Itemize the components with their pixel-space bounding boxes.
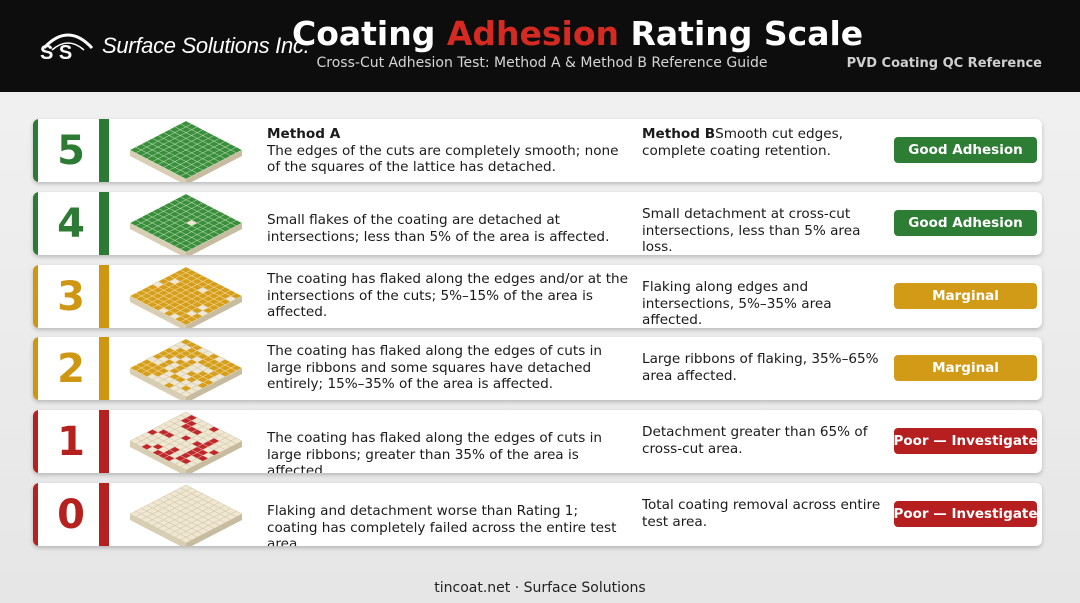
- brand-name: Surface Solutions Inc.: [102, 33, 310, 58]
- lattice-square: [179, 245, 193, 253]
- adhesion-status-badge: Marginal: [894, 283, 1037, 309]
- method-a-text: The edges of the cuts are completely smo…: [267, 142, 619, 176]
- method-a-text: Flaking and detachment worse than Rating…: [267, 503, 617, 546]
- method-b-description: Detachment greater than 65% of cross-cut…: [642, 424, 887, 457]
- method-b-label: Method B: [642, 126, 716, 142]
- rating-accent-bar: [33, 410, 38, 473]
- rating-divider: [99, 483, 109, 546]
- footer: tincoat.net · Surface Solutions: [434, 580, 646, 596]
- method-b-description: Method BSmooth cut edges, complete coati…: [642, 126, 887, 159]
- rating-row: 1 The coating has flaked along the edges …: [33, 410, 1042, 473]
- cross-cut-lattice-icon: [129, 120, 243, 182]
- adhesion-status-badge: Good Adhesion: [894, 137, 1037, 163]
- method-a-description: Flaking and detachment worse than Rating…: [267, 503, 632, 546]
- rating-row: 0 Flaking and detachment worse than Ratin…: [33, 483, 1042, 546]
- method-a-text: Small flakes of the coating are detached…: [267, 212, 610, 245]
- method-a-description: The coating has flaked along the edges o…: [267, 430, 632, 473]
- rating-row: 3 The coating has flaked along the edges …: [33, 265, 1042, 328]
- method-b-text: Smooth cut edges, complete coating reten…: [642, 126, 843, 159]
- rating-number: 0: [57, 491, 85, 538]
- adhesion-status-badge: Poor — Investigate: [893, 428, 1038, 454]
- rating-number: 2: [57, 345, 85, 392]
- method-a-text: The coating has flaked along the edges o…: [267, 343, 602, 392]
- method-b-text: Large ribbons of flaking, 35%–65% area a…: [642, 351, 879, 384]
- cross-cut-lattice-icon: [129, 266, 243, 328]
- brand-logo: S S Surface Solutions Inc.: [38, 24, 310, 68]
- cross-cut-lattice-icon: [129, 193, 243, 255]
- lattice-square: [179, 172, 193, 180]
- header-banner: S S Surface Solutions Inc. Coating Adhes…: [0, 0, 1080, 92]
- method-a-description: Small flakes of the coating are detached…: [267, 212, 632, 245]
- rating-accent-bar: [33, 119, 38, 182]
- method-a-label: Method A: [267, 126, 341, 142]
- cross-cut-lattice-icon: [129, 338, 243, 400]
- rating-row: 2 The coating has flaked along the edges …: [33, 337, 1042, 400]
- logo-arch-icon: S S: [40, 33, 94, 64]
- rating-accent-bar: [33, 337, 38, 400]
- rating-number: 4: [57, 200, 85, 247]
- method-a-text: The coating has flaked along the edges a…: [267, 271, 629, 320]
- method-b-description: Total coating removal across entire test…: [642, 497, 887, 530]
- method-b-description: Flaking along edges and intersections, 5…: [642, 279, 887, 328]
- rating-row: 4 Small flakes of the coating are detache…: [33, 192, 1042, 255]
- method-a-description: Method A The edges of the cuts are comple…: [267, 126, 632, 176]
- adhesion-status-badge: Marginal: [894, 355, 1037, 381]
- method-b-text: Total coating removal across entire test…: [642, 497, 881, 530]
- cross-cut-lattice-icon: [129, 411, 243, 473]
- title-accent: Adhesion: [446, 14, 620, 53]
- rating-divider: [99, 119, 109, 182]
- page-subtitle: Cross-Cut Adhesion Test: Method A & Meth…: [316, 55, 768, 71]
- rating-number: 5: [57, 127, 85, 174]
- rating-accent-bar: [33, 483, 38, 546]
- logo-letters: S S: [40, 42, 72, 64]
- method-a-description: The coating has flaked along the edges a…: [267, 271, 632, 321]
- rating-divider: [99, 265, 109, 328]
- method-b-text: Detachment greater than 65% of cross-cut…: [642, 424, 868, 457]
- rating-divider: [99, 192, 109, 255]
- rating-accent-bar: [33, 265, 38, 328]
- method-a-description: The coating has flaked along the edges o…: [267, 343, 632, 393]
- cross-cut-lattice-icon: [129, 484, 243, 546]
- method-b-text: Flaking along edges and intersections, 5…: [642, 279, 832, 328]
- rating-divider: [99, 410, 109, 473]
- lattice-square: [179, 536, 193, 544]
- method-b-description: Large ribbons of flaking, 35%–65% area a…: [642, 351, 887, 384]
- tagline: PVD Coating QC Reference: [846, 56, 1042, 71]
- page-title: Coating Adhesion Rating Scale: [292, 14, 864, 53]
- method-b-description: Small detachment at cross-cut intersecti…: [642, 206, 887, 255]
- method-a-text: The coating has flaked along the edges o…: [267, 430, 602, 473]
- rating-row: 5 Method A The edges of the cuts are compl…: [33, 119, 1042, 182]
- method-b-text: Small detachment at cross-cut intersecti…: [642, 206, 861, 255]
- adhesion-status-badge: Poor — Investigate: [893, 501, 1038, 527]
- lattice-square: [179, 463, 193, 471]
- rating-number: 3: [57, 273, 85, 320]
- lattice-square: [179, 318, 193, 326]
- lattice-square: [179, 390, 193, 398]
- rating-number: 1: [57, 418, 85, 465]
- rating-accent-bar: [33, 192, 38, 255]
- rating-divider: [99, 337, 109, 400]
- adhesion-status-badge: Good Adhesion: [894, 210, 1037, 236]
